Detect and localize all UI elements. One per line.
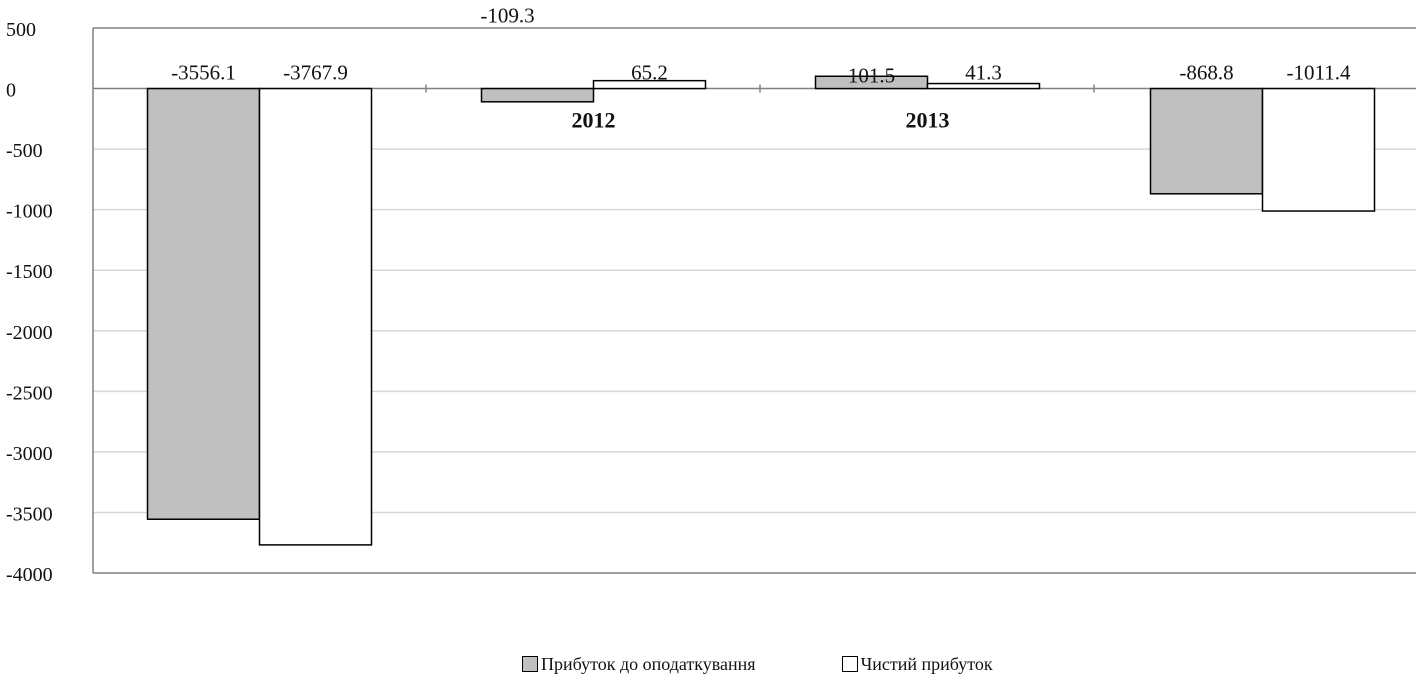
data-label: -3767.9 [283, 61, 348, 85]
x-category-label: 2013 [906, 108, 950, 133]
legend-item-net-profit: Чистий прибуток [841, 654, 993, 674]
chart-legend: Прибуток до оподаткування Чистий прибуто… [522, 654, 993, 674]
bar-net-profit [258, 87, 373, 546]
data-label: -1011.4 [1287, 61, 1351, 85]
y-tick-label: 500 [6, 19, 36, 41]
legend-label-net-profit: Чистий прибуток [860, 654, 993, 674]
data-label: 101.5 [848, 64, 895, 88]
legend-label-profit-before-tax: Прибуток до оподаткування [541, 654, 756, 674]
data-label: 65.2 [631, 61, 668, 85]
y-tick-label: -3000 [6, 443, 53, 465]
y-tick-label: -4000 [6, 564, 53, 586]
data-label: -3556.1 [171, 61, 236, 85]
bar-profit-before-tax [480, 87, 595, 103]
bar-net-profit [1261, 87, 1376, 212]
y-tick-label: -2500 [6, 382, 53, 404]
y-tick-label: -1000 [6, 201, 53, 223]
bar-net-profit [592, 79, 707, 90]
y-tick-label: -2000 [6, 322, 53, 344]
y-tick-label: -1500 [6, 261, 53, 283]
data-label: 41.3 [965, 61, 1002, 85]
legend-item-profit-before-tax: Прибуток до оподаткування [522, 654, 756, 674]
data-label: -868.8 [1179, 61, 1233, 85]
x-category-label: 2012 [572, 108, 616, 133]
data-label: -109.3 [480, 4, 534, 28]
y-tick-label: -500 [6, 140, 43, 162]
y-tick-label: 0 [6, 80, 16, 102]
y-tick-label: -3500 [6, 503, 53, 525]
bar-profit-before-tax [1149, 87, 1264, 195]
bar-profit-before-tax [814, 75, 929, 90]
bar-profit-before-tax [146, 87, 261, 520]
bar-net-profit [926, 82, 1041, 90]
legend-swatch-profit-before-tax [522, 656, 538, 672]
legend-swatch-net-profit [841, 656, 858, 672]
